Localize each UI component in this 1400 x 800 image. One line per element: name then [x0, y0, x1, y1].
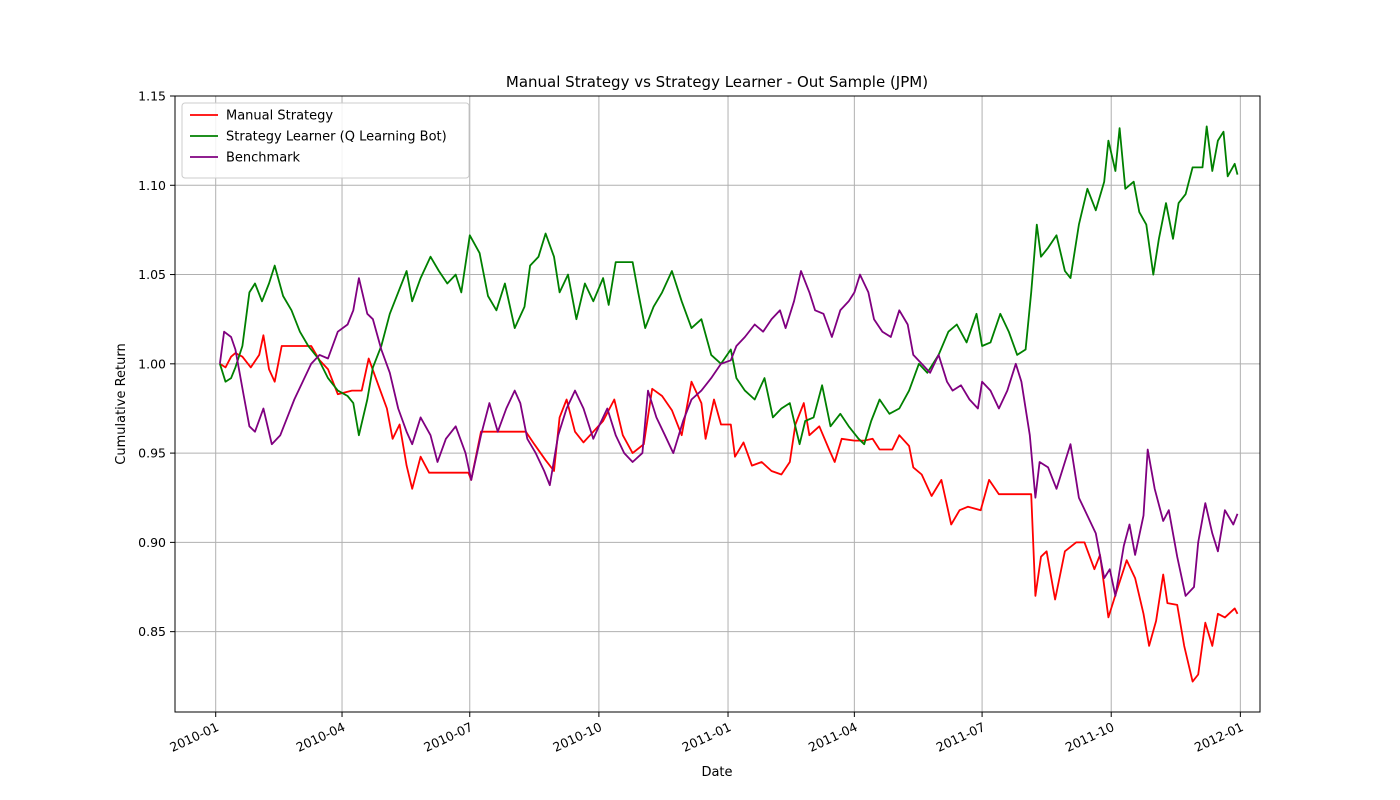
legend-label: Benchmark: [226, 151, 301, 166]
y-tick-label: 1.05: [138, 267, 166, 282]
y-tick-label: 0.90: [138, 535, 166, 550]
y-tick-label: 1.10: [138, 178, 166, 193]
y-tick-label: 1.15: [138, 89, 166, 104]
series-line-1: [219, 125, 1239, 446]
legend: Manual Strategy Strategy Learner (Q Learn…: [181, 102, 470, 179]
series-layer: [219, 125, 1239, 683]
legend-label: Manual Strategy: [226, 109, 333, 124]
y-axis-ticks: 0.85 0.90 0.95 1.00 1.05 1.10 1.15: [138, 89, 175, 639]
y-axis-label: Cumulative Return: [114, 343, 129, 464]
series-line-2: [219, 270, 1239, 597]
legend-label: Strategy Learner (Q Learning Bot): [226, 130, 447, 145]
y-tick-label: 0.95: [138, 446, 166, 461]
y-tick-label: 0.85: [138, 624, 166, 639]
chart-title: Manual Strategy vs Strategy Learner - Ou…: [506, 73, 928, 91]
plot-frame: [174, 95, 1261, 713]
y-tick-label: 1.00: [138, 356, 166, 371]
x-axis-label: Date: [701, 765, 732, 780]
legend-box: [181, 102, 470, 179]
